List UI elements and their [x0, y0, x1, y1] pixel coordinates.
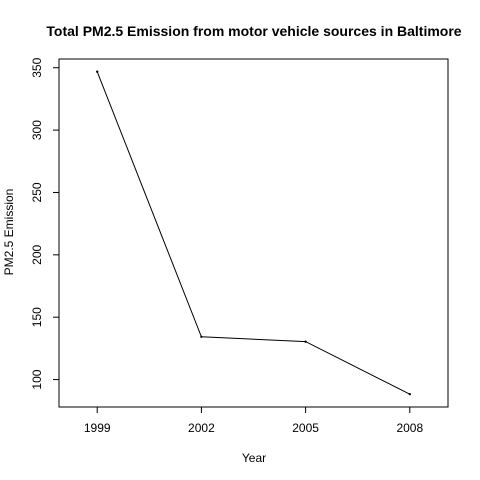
x-tick-label: 2002 — [188, 421, 215, 435]
y-tick-label: 100 — [30, 369, 44, 389]
y-tick-label: 250 — [30, 182, 44, 202]
series-layer — [96, 70, 411, 396]
x-tick-label: 1999 — [84, 421, 111, 435]
x-tick-label: 2005 — [292, 421, 319, 435]
data-point-2005 — [304, 340, 307, 343]
data-point-2008 — [408, 392, 411, 396]
y-tick-label: 150 — [30, 307, 44, 327]
data-point-1999 — [96, 70, 99, 73]
x-tick-label: 2008 — [396, 421, 423, 435]
plot-frame — [58, 58, 449, 408]
y-tick-label: 300 — [30, 120, 44, 140]
y-tick-label: 350 — [30, 57, 44, 77]
chart-title: Total PM2.5 Emission from motor vehicle … — [46, 23, 461, 39]
data-point-2002 — [200, 335, 203, 338]
x-axis: 1999 2002 2005 2008 — [84, 407, 423, 435]
y-axis: 100 150 200 250 300 350 — [30, 57, 59, 390]
y-tick-label: 200 — [30, 244, 44, 264]
emission-series-line — [96, 71, 411, 395]
y-axis-label: PM2.5 Emission — [2, 189, 16, 276]
x-axis-label: Year — [242, 451, 266, 465]
